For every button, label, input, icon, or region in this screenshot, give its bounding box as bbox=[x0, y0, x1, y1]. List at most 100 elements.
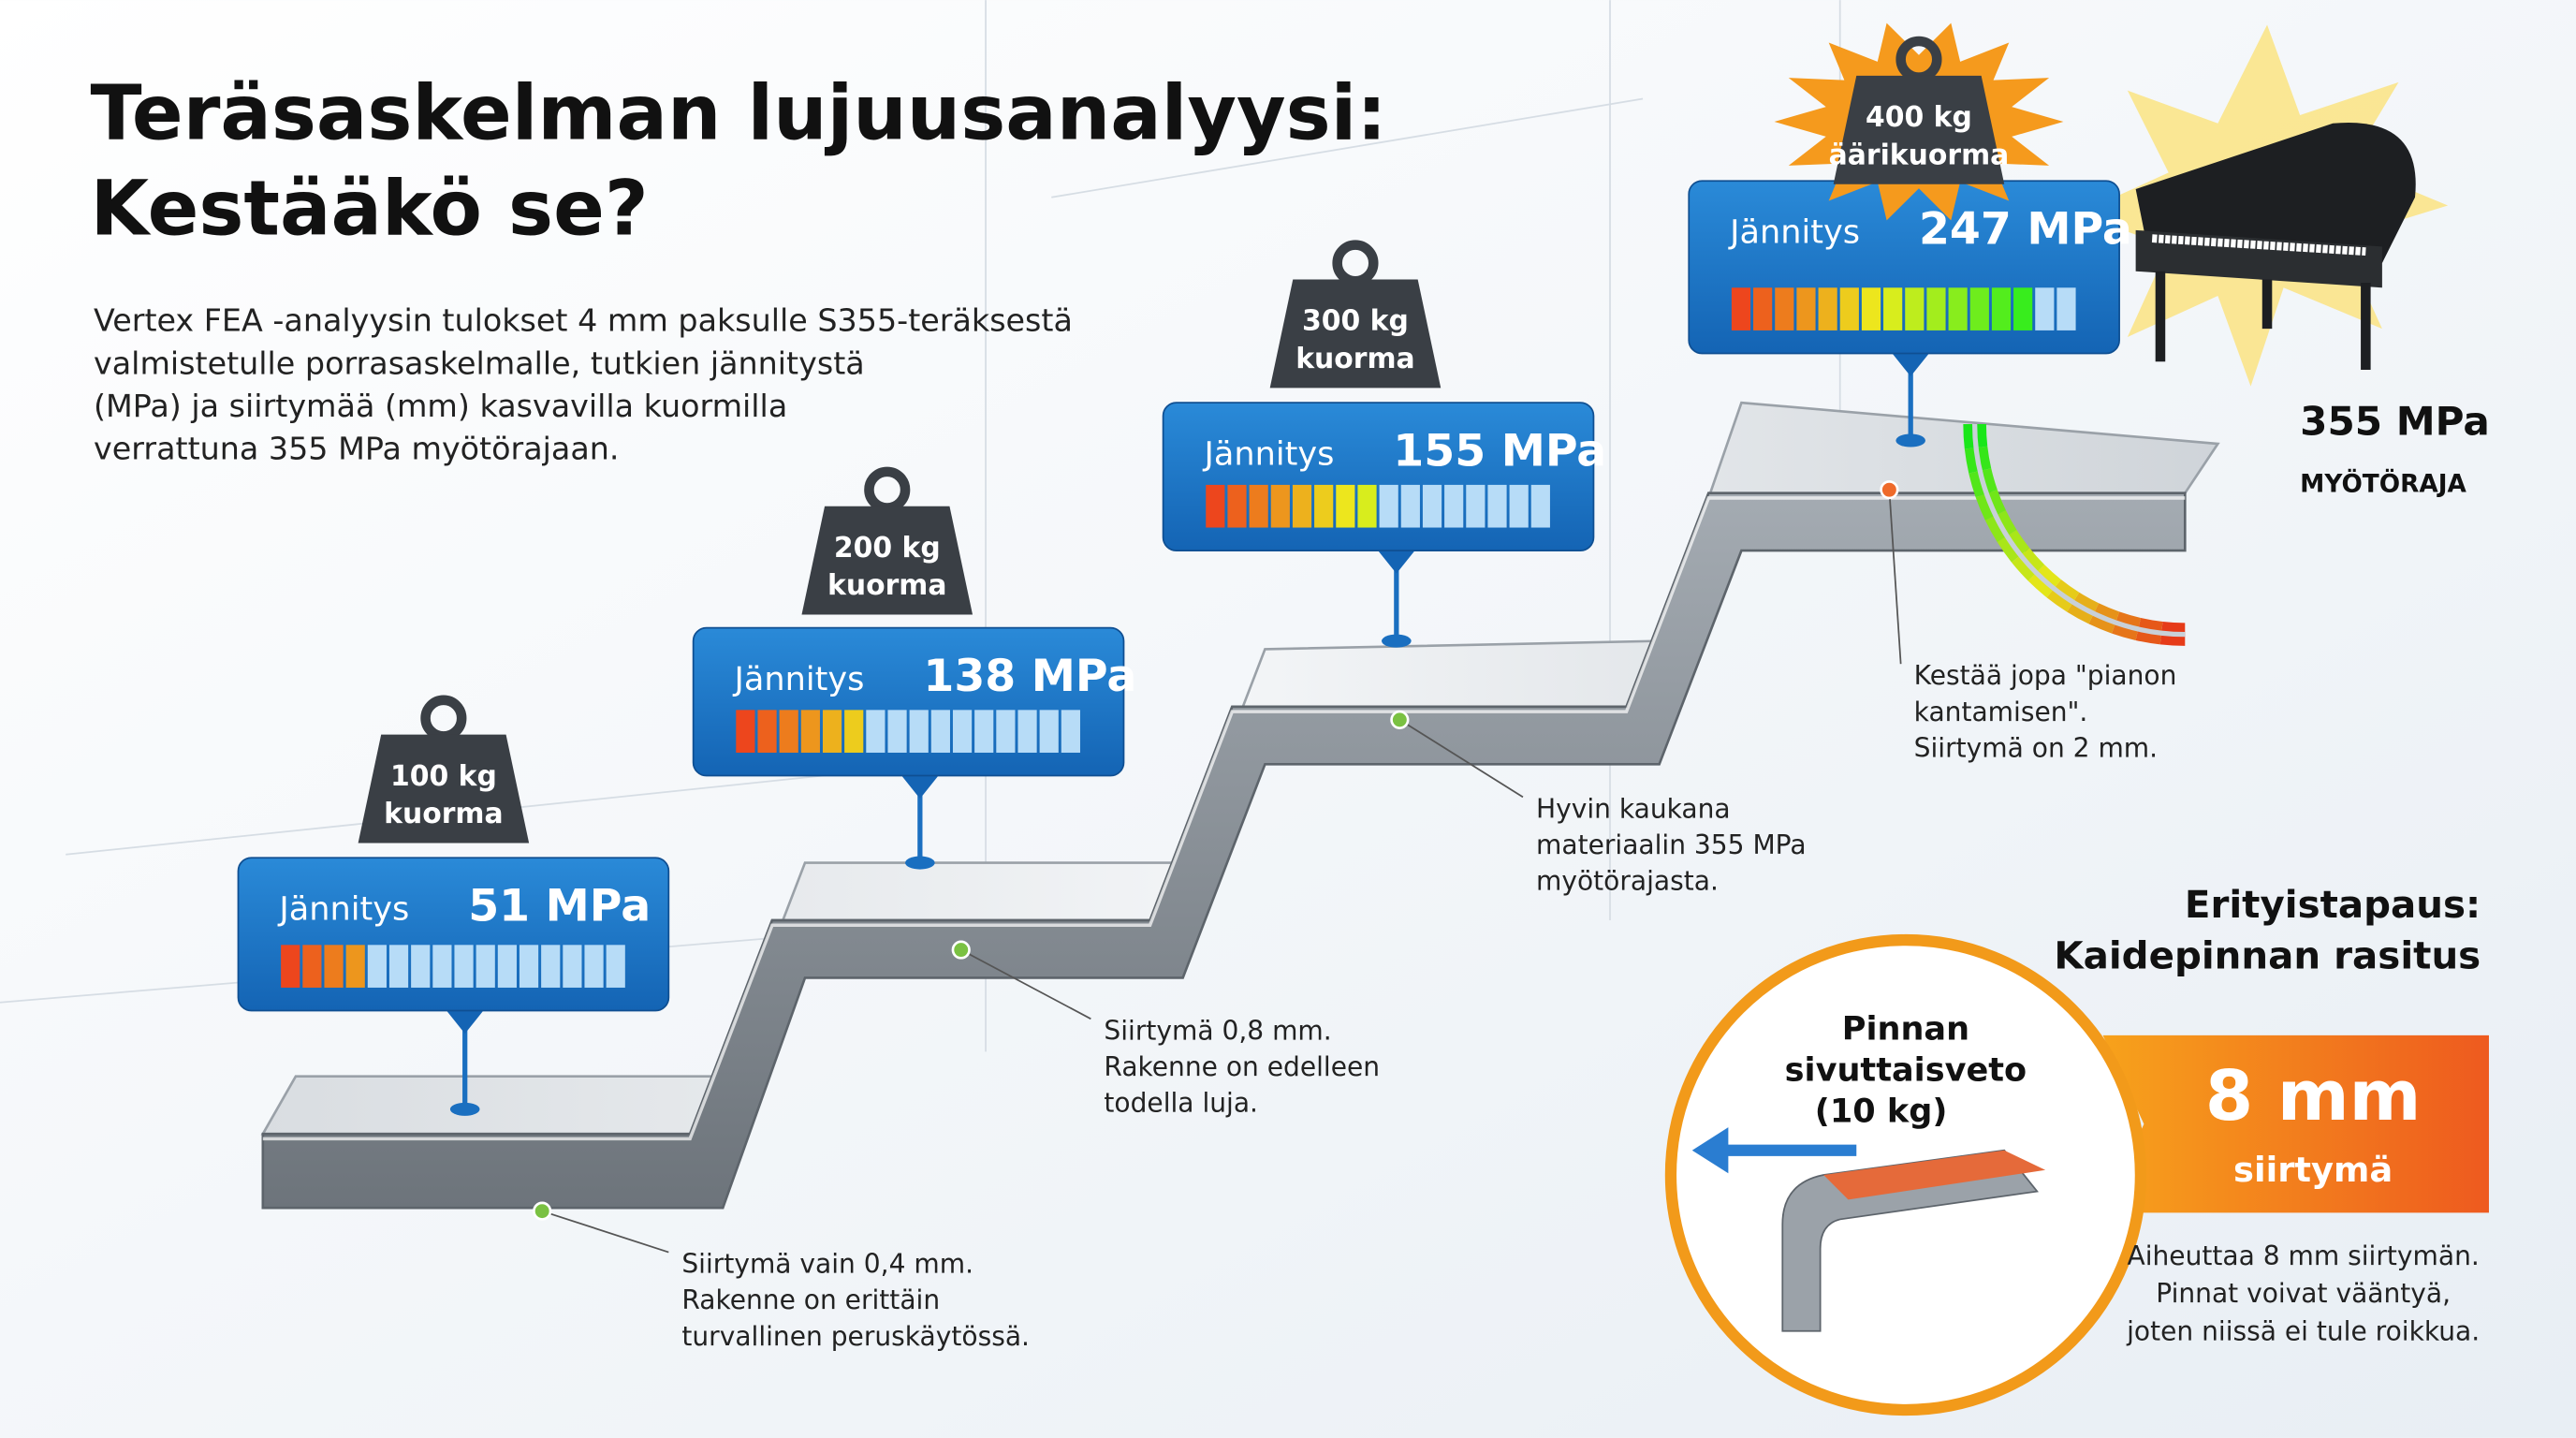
stress-bar-segment bbox=[1206, 484, 1225, 528]
pointer-foot bbox=[905, 856, 935, 870]
stress-bar-segment bbox=[2013, 287, 2033, 330]
special-note: joten niissä ei tule roikkua. bbox=[2126, 1316, 2480, 1347]
note-dot bbox=[1880, 480, 1899, 500]
note-line: myötörajasta. bbox=[1536, 866, 1719, 897]
pointer-tip bbox=[900, 773, 940, 800]
force-label: Pinnan bbox=[1842, 1010, 1969, 1049]
stress-bar-segment bbox=[497, 945, 517, 988]
stress-bar-segment bbox=[345, 945, 365, 988]
note-leader bbox=[1398, 719, 1524, 799]
description-line: (MPa) ja siirtymää (mm) kasvavilla kuorm… bbox=[94, 388, 787, 424]
stress-bar-segment bbox=[1530, 484, 1550, 528]
stress-bar-segment bbox=[367, 945, 387, 988]
note-line: Rakenne on erittäin bbox=[681, 1284, 940, 1315]
note-dot bbox=[1390, 710, 1410, 729]
stress-value: 51 MPa bbox=[468, 881, 651, 932]
special-title: Erityistapaus: bbox=[2185, 883, 2481, 927]
stress-bar-segment bbox=[2035, 287, 2055, 330]
displacement-value: 8 mm bbox=[2205, 1057, 2422, 1137]
stress-bar-segment bbox=[736, 710, 755, 753]
description: Vertex FEA -analyysin tulokset 4 mm paks… bbox=[94, 302, 1073, 467]
note-dot bbox=[533, 1201, 552, 1221]
stress-bar-segment bbox=[930, 710, 950, 753]
stress-bar-segment bbox=[1883, 287, 1903, 330]
stress-card bbox=[692, 626, 1125, 777]
stress-value: 155 MPa bbox=[1393, 426, 1606, 477]
load-value: 400 kg bbox=[1866, 101, 1972, 134]
stress-bar-segment bbox=[1753, 287, 1773, 330]
stress-bar-segment bbox=[779, 710, 798, 753]
force-label: (10 kg) bbox=[1815, 1092, 1948, 1130]
stress-value: 247 MPa bbox=[1919, 204, 2132, 256]
pointer-foot bbox=[1382, 634, 1412, 648]
stress-bar-segment bbox=[1270, 484, 1290, 528]
stress-bar-segment bbox=[1991, 287, 2012, 330]
description-line: valmistetulle porrasaskelmalle, tutkien … bbox=[94, 345, 865, 381]
note-leader bbox=[1888, 490, 1902, 665]
stress-bar-segment bbox=[866, 710, 886, 753]
stress-bar-segment bbox=[1314, 484, 1334, 528]
stress-bar-segment bbox=[606, 945, 625, 988]
stress-bar-segment bbox=[1357, 484, 1377, 528]
stress-bar-segment bbox=[541, 945, 561, 988]
note-line: Hyvin kaukana bbox=[1536, 793, 1731, 824]
stress-bar-segment bbox=[1292, 484, 1312, 528]
stress-label: Jännitys bbox=[1202, 434, 1334, 473]
load-value: 200 kg bbox=[834, 532, 941, 565]
note-line: Kestää jopa "pianon bbox=[1914, 660, 2177, 691]
stress-label: Jännitys bbox=[733, 660, 865, 698]
stress-bar-segment bbox=[302, 945, 322, 988]
pointer-foot bbox=[1895, 433, 1925, 448]
stress-bar-segment bbox=[1775, 287, 1794, 330]
stress-bar-segment bbox=[887, 710, 907, 753]
stress-card bbox=[1162, 402, 1595, 551]
yield-value: 355 MPa bbox=[2300, 398, 2490, 444]
stress-bar-segment bbox=[1466, 484, 1486, 528]
stress-bar-segment bbox=[822, 710, 842, 753]
pointer-foot bbox=[449, 1102, 480, 1116]
steps: Jännitys 51 MPa 100 kg kuorma Siirtymä vain … bbox=[237, 22, 2177, 1352]
stress-bar-segment bbox=[1227, 484, 1247, 528]
load-value: 300 kg bbox=[1302, 305, 1409, 338]
stress-bar-segment bbox=[388, 945, 409, 988]
title-line: Teräsaskelman lujuusanalyysi: bbox=[91, 69, 1387, 157]
yield-gauge bbox=[1963, 423, 2186, 646]
load-label: kuorma bbox=[1295, 343, 1414, 375]
stress-bar-segment bbox=[281, 945, 300, 988]
force-label: sivuttaisveto bbox=[1785, 1050, 2027, 1089]
stress-bar-segment bbox=[432, 945, 452, 988]
note-line: materiaalin 355 MPa bbox=[1536, 829, 1807, 860]
description-line: verrattuna 355 MPa myötörajaan. bbox=[94, 431, 619, 467]
stress-bar-segment bbox=[519, 945, 539, 988]
stress-bar-segment bbox=[996, 710, 1016, 753]
load-value: 100 kg bbox=[390, 760, 497, 793]
note-leader bbox=[541, 1210, 669, 1254]
staircase bbox=[260, 401, 2220, 1210]
stress-bar-segment bbox=[1422, 484, 1442, 528]
displacement-label: siirtymä bbox=[2233, 1150, 2393, 1190]
yield-label: MYÖTÖRAJA bbox=[2300, 467, 2466, 498]
stress-bar-segment bbox=[2056, 287, 2076, 330]
stress-bar-segment bbox=[844, 710, 864, 753]
stress-bar-segment bbox=[1061, 710, 1080, 753]
stress-bar-segment bbox=[1509, 484, 1529, 528]
stress-bar-segment bbox=[1948, 287, 1968, 330]
load-label: äärikuorma bbox=[1829, 139, 2010, 171]
stress-bar-segment bbox=[1379, 484, 1398, 528]
description-line: Vertex FEA -analyysin tulokset 4 mm paks… bbox=[94, 302, 1073, 339]
stress-bar-segment bbox=[1969, 287, 1989, 330]
stress-bar-segment bbox=[757, 710, 777, 753]
stress-bar-segment bbox=[584, 945, 604, 988]
stress-bar-segment bbox=[1818, 287, 1837, 330]
title-line: Kestääkö se? bbox=[91, 165, 649, 253]
note-line: Siirtymä vain 0,4 mm. bbox=[681, 1249, 973, 1280]
weight-body bbox=[1269, 279, 1442, 389]
stress-bar-segment bbox=[1039, 710, 1059, 753]
note-line: todella luja. bbox=[1104, 1088, 1258, 1119]
stress-bar-segment bbox=[974, 710, 994, 753]
stress-bar-segment bbox=[411, 945, 431, 988]
stress-bar-segment bbox=[563, 945, 582, 988]
load-label: kuorma bbox=[384, 798, 503, 830]
stress-bar-segment bbox=[1861, 287, 1881, 330]
